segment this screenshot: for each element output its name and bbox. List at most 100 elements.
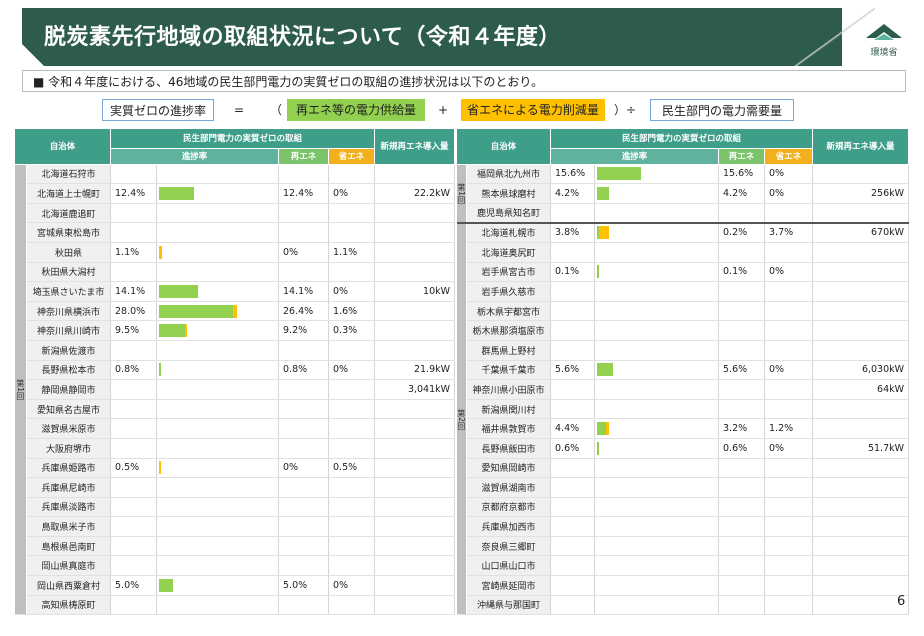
- progress-value: [110, 222, 158, 243]
- progress-value: 1.1%: [110, 242, 158, 263]
- re-value: 0.8%: [278, 360, 330, 381]
- sho-value: [328, 555, 376, 577]
- table-row: 新潟県関川村: [457, 399, 910, 420]
- progress-bar-cell: [594, 438, 720, 459]
- progress-value: [550, 281, 596, 302]
- sho-value: [328, 164, 376, 185]
- table-row: 沖縄県与那国町: [457, 595, 910, 616]
- sho-value: [764, 516, 814, 537]
- progress-value: 15.6%: [550, 164, 596, 185]
- progress-bar: [159, 442, 276, 455]
- municipality-name: 島根県邑南町: [26, 536, 112, 557]
- table-row: 熊本県球磨村 4.2% 4.2% 0% 256kW: [457, 183, 910, 204]
- municipality-name: 愛知県名古屋市: [26, 399, 112, 420]
- re-value: [278, 262, 330, 283]
- progress-value: 5.0%: [110, 575, 158, 596]
- progress-value: [110, 497, 158, 518]
- progress-bar-cell: [594, 281, 720, 302]
- sho-value: 3.7%: [764, 221, 814, 243]
- progress-bar-cell: [156, 477, 280, 498]
- municipality-name: 長野県松本市: [26, 360, 112, 381]
- new-re-value: [374, 399, 456, 420]
- progress-bar: [159, 284, 276, 298]
- progress-value: [110, 340, 158, 361]
- sho-value: [764, 301, 814, 322]
- progress-value: [550, 497, 596, 518]
- sho-value: [328, 340, 376, 361]
- sho-value: [328, 262, 376, 283]
- table-row: 岡山県真庭市: [15, 555, 456, 577]
- header-sho: 省エネ: [328, 147, 376, 165]
- progress-bar-cell: [156, 418, 280, 439]
- re-value: [718, 477, 766, 498]
- re-value: [718, 595, 766, 616]
- progress-bar-cell: [156, 340, 280, 361]
- progress-value: 14.1%: [110, 281, 158, 302]
- new-re-value: [374, 320, 456, 341]
- progress-bar-cell: [156, 497, 280, 518]
- progress-bar-cell: [594, 203, 720, 224]
- municipality-name: 神奈川県小田原市: [466, 379, 552, 400]
- formula-renewable-supply: 再エネ等の電力供給量: [287, 99, 425, 121]
- progress-value: 0.8%: [110, 360, 158, 381]
- progress-bar-cell: [594, 458, 720, 479]
- municipality-name: 兵庫県淡路市: [26, 497, 112, 518]
- progress-bar: [159, 540, 276, 553]
- new-re-value: [374, 516, 456, 537]
- new-re-value: [374, 458, 456, 479]
- municipality-name: 兵庫県姫路市: [26, 458, 112, 479]
- table-row: 栃木県宇都宮市: [457, 301, 910, 322]
- progress-value: 3.8%: [550, 221, 596, 243]
- progress-bar: [597, 598, 716, 611]
- renewable-bar-segment: [159, 363, 162, 377]
- table-row: 第1回 福岡県北九州市 15.6% 15.6% 0%: [456, 164, 910, 224]
- renewable-bar-segment: [159, 186, 194, 200]
- table-row: 静岡県静岡市 3,041kW: [15, 379, 456, 400]
- new-re-value: 51.7kW: [812, 438, 910, 459]
- progress-bar: [159, 363, 276, 377]
- progress-bar: [597, 265, 716, 279]
- round-label: 第2回: [456, 221, 467, 616]
- formula-saving-reduction: 省エネによる電力削減量: [461, 99, 605, 121]
- progress-bar-cell: [156, 301, 280, 322]
- table-row: 長野県飯田市 0.6% 0.6% 0% 51.7kW: [457, 438, 910, 459]
- progress-bar: [597, 167, 716, 181]
- new-re-value: [374, 242, 456, 263]
- formula-plus: +: [438, 103, 449, 117]
- re-value: [278, 477, 330, 498]
- sho-value: [764, 281, 814, 302]
- progress-bar: [597, 344, 716, 357]
- table-row: 宮城県東松島市: [15, 222, 456, 243]
- re-value: [278, 379, 330, 400]
- progress-bar: [159, 559, 276, 572]
- municipality-name: 北海道札幌市: [466, 221, 552, 243]
- sho-value: [328, 399, 376, 420]
- table-row: 第1回 北海道石狩市: [14, 164, 456, 616]
- header-sho: 省エネ: [764, 147, 814, 165]
- title-decoration: [795, 8, 875, 66]
- re-value: 0.2%: [718, 221, 766, 243]
- progress-bar-cell: [156, 183, 280, 204]
- renewable-bar-segment: [597, 167, 641, 181]
- municipality-name: 兵庫県尼崎市: [26, 477, 112, 498]
- header-municipality: 自治体: [13, 128, 112, 165]
- new-re-value: 3,041kW: [374, 379, 456, 400]
- sho-value: [764, 203, 814, 224]
- re-value: [718, 340, 766, 361]
- progress-bar: [597, 363, 716, 377]
- table-row: 愛知県名古屋市: [15, 399, 456, 420]
- progress-value: 28.0%: [110, 301, 158, 322]
- round-label: 第1回: [456, 164, 467, 224]
- re-value: [278, 399, 330, 420]
- re-value: [718, 320, 766, 341]
- page-title: 脱炭素先行地域の取組状況について（令和４年度）: [44, 25, 561, 50]
- table-row: 長野県松本市 0.8% 0.8% 0% 21.9kW: [15, 360, 456, 381]
- municipality-name: 福井県敦賀市: [466, 418, 552, 439]
- new-re-value: [374, 262, 456, 283]
- table-row: 第2回 北海道札幌市 3.8% 0.2% 3.7% 670kW: [456, 221, 910, 616]
- sho-value: 0%: [764, 438, 814, 459]
- municipality-name: 熊本県球磨村: [466, 183, 552, 204]
- progress-value: 5.6%: [550, 360, 596, 381]
- new-re-value: [812, 536, 910, 557]
- progress-bar: [597, 422, 716, 436]
